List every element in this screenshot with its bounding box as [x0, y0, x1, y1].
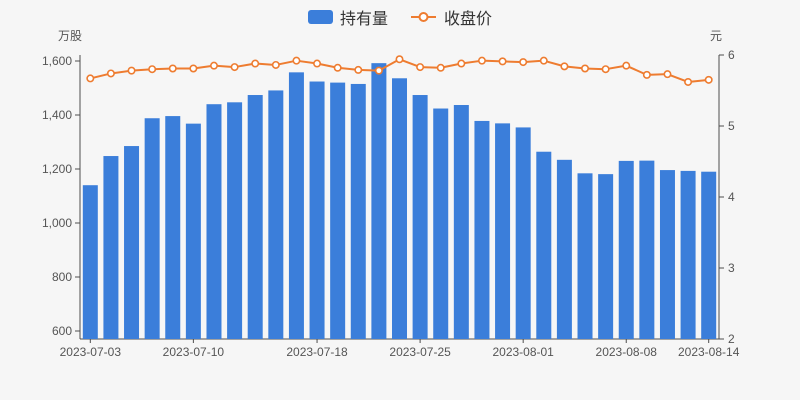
holdings-bar[interactable]	[412, 95, 428, 340]
holdings-bar[interactable]	[433, 108, 449, 340]
y-axis-label-left: 600	[52, 324, 72, 338]
close-price-point[interactable]	[684, 77, 693, 86]
holdings-bar[interactable]	[618, 160, 634, 339]
close-price-point[interactable]	[148, 65, 157, 74]
y-axis-label-right: 5	[728, 119, 735, 133]
close-price-point[interactable]	[642, 70, 651, 79]
holdings-bar[interactable]	[165, 116, 181, 339]
close-price-legend-label: 收盘价	[444, 11, 493, 28]
close-price-point[interactable]	[395, 55, 404, 64]
close-price-point[interactable]	[704, 75, 713, 84]
close-price-point[interactable]	[271, 60, 280, 69]
right-axis-unit-label: 元	[710, 29, 723, 43]
close-price-point[interactable]	[436, 63, 445, 72]
close-price-point[interactable]	[86, 74, 95, 83]
holdings-bar[interactable]	[288, 72, 304, 339]
legend-item-holdings[interactable]: 持有量	[307, 5, 388, 29]
close-price-point[interactable]	[663, 70, 672, 79]
x-axis-label: 2023-07-18	[286, 345, 348, 359]
holdings-legend-label: 持有量	[339, 11, 388, 28]
x-axis-label: 2023-08-14	[678, 345, 740, 359]
close-price-point[interactable]	[313, 59, 322, 68]
holdings-bar[interactable]	[474, 120, 490, 339]
y-axis-label-left: 1,400	[42, 108, 72, 122]
close-price-point[interactable]	[622, 61, 631, 70]
close-price-legend-marker-icon	[411, 12, 436, 22]
y-axis-label-right: 2	[728, 332, 735, 346]
y-axis-label-right: 6	[728, 48, 735, 62]
holdings-bar[interactable]	[495, 123, 511, 340]
left-axis-unit-label: 万股	[57, 29, 82, 43]
holdings-bar[interactable]	[659, 170, 675, 339]
holdings-bar[interactable]	[577, 173, 593, 339]
close-price-point[interactable]	[519, 58, 528, 67]
holdings-bar[interactable]	[701, 171, 717, 339]
close-price-point[interactable]	[209, 61, 218, 70]
y-axis-label-left: 1,200	[42, 162, 72, 176]
x-axis-label: 2023-08-01	[492, 345, 554, 359]
close-price-point[interactable]	[127, 66, 136, 75]
close-price-point[interactable]	[333, 63, 342, 72]
holdings-bar[interactable]	[639, 160, 655, 339]
close-price-point[interactable]	[457, 59, 466, 68]
close-price-point[interactable]	[106, 69, 115, 78]
holdings-bar[interactable]	[392, 78, 407, 339]
x-axis-label: 2023-07-25	[389, 345, 451, 359]
legend-item-close-price[interactable]: 收盘价	[410, 5, 492, 29]
holdings-bar[interactable]	[82, 185, 98, 339]
holdings-bar[interactable]	[453, 105, 469, 339]
holdings-bar[interactable]	[371, 63, 387, 339]
y-axis-label-left: 1,600	[42, 54, 72, 68]
x-axis-label: 2023-07-10	[163, 345, 225, 359]
holdings-bar[interactable]	[103, 156, 119, 339]
close-price-point[interactable]	[374, 66, 383, 75]
chart-legend: 持有量 收盘价	[0, 5, 800, 29]
close-price-point[interactable]	[230, 63, 239, 72]
x-axis-label: 2023-07-03	[60, 345, 122, 359]
holdings-bar[interactable]	[680, 170, 696, 339]
close-price-point[interactable]	[292, 56, 301, 65]
y-axis-label-left: 800	[52, 270, 72, 284]
y-axis-label-left: 1,000	[42, 216, 72, 230]
close-price-point[interactable]	[601, 65, 610, 74]
close-price-point[interactable]	[581, 64, 590, 73]
close-price-point[interactable]	[539, 56, 548, 65]
holdings-bar[interactable]	[227, 102, 243, 339]
holdings-bar[interactable]	[330, 82, 346, 339]
holdings-bar[interactable]	[598, 174, 614, 339]
close-price-point[interactable]	[251, 59, 260, 68]
close-price-point[interactable]	[498, 57, 507, 66]
close-price-point[interactable]	[477, 56, 486, 65]
y-axis-label-right: 4	[728, 190, 735, 204]
holdings-bar[interactable]	[144, 118, 160, 340]
close-price-point[interactable]	[189, 64, 198, 73]
holdings-bar[interactable]	[556, 159, 572, 339]
holdings-bar[interactable]	[206, 104, 222, 339]
holdings-bar[interactable]	[268, 90, 284, 340]
close-price-point[interactable]	[560, 62, 569, 71]
holdings-bar[interactable]	[515, 127, 531, 339]
holdings-bar[interactable]	[309, 81, 325, 340]
holdings-bar[interactable]	[247, 95, 263, 340]
holdings-legend-swatch-icon	[307, 10, 333, 24]
close-price-point[interactable]	[416, 63, 425, 72]
x-axis-label: 2023-08-08	[596, 345, 658, 359]
holdings-bar[interactable]	[536, 151, 552, 339]
holdings-bar[interactable]	[185, 123, 201, 339]
close-price-point[interactable]	[168, 64, 177, 73]
holdings-bar[interactable]	[350, 83, 366, 339]
y-axis-label-right: 3	[728, 261, 735, 275]
holdings-bar[interactable]	[124, 146, 140, 339]
close-price-point[interactable]	[354, 65, 363, 74]
